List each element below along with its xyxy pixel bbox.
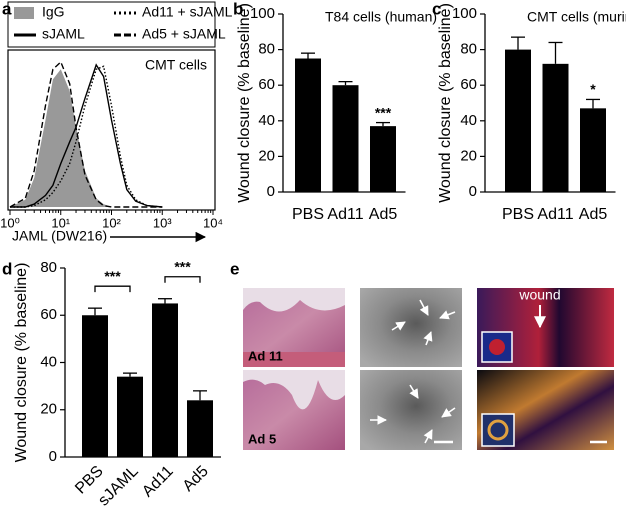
x-tick-label: 10³ bbox=[153, 215, 172, 230]
x-tick-label: 10¹ bbox=[51, 215, 70, 230]
y-tick-label: 80 bbox=[258, 41, 275, 58]
row-label: Ad 11 bbox=[248, 348, 283, 363]
legend-label: Ad5 + sJAML bbox=[142, 26, 226, 42]
arrow bbox=[423, 331, 433, 346]
significance-label: * bbox=[590, 81, 596, 97]
y-tick-label: 20 bbox=[460, 147, 477, 164]
arrow bbox=[423, 429, 433, 444]
legend-swatch bbox=[14, 7, 34, 19]
y-tick-label: 100 bbox=[250, 5, 275, 22]
y-tick-label: 100 bbox=[452, 5, 477, 22]
bar bbox=[332, 85, 359, 192]
brightfield-image bbox=[360, 370, 462, 450]
arrow bbox=[409, 384, 419, 399]
panel-letter: b bbox=[233, 0, 243, 18]
area bbox=[10, 69, 163, 207]
x-tick-label: Ad5 bbox=[180, 463, 212, 495]
panel-letter: c bbox=[432, 0, 441, 18]
y-axis-label: Wound closure (% baseline) bbox=[13, 263, 30, 463]
curve bbox=[10, 63, 163, 208]
y-axis-label: Wound closure (% baseline) bbox=[236, 3, 253, 203]
bar bbox=[295, 58, 321, 192]
x-tick-label: Ad5 bbox=[579, 206, 608, 223]
arrows bbox=[370, 299, 456, 444]
panel-letter: e bbox=[230, 259, 239, 278]
significance-label: *** bbox=[174, 258, 191, 274]
x-axis-label: JAML (DW216) bbox=[12, 228, 107, 244]
arrow bbox=[439, 310, 456, 320]
bar bbox=[82, 315, 108, 457]
legend-label: sJAML bbox=[42, 26, 85, 42]
brightfield-image bbox=[360, 288, 462, 367]
legend-box bbox=[7, 1, 216, 48]
y-tick-label: 60 bbox=[258, 76, 275, 93]
inset bbox=[481, 413, 515, 447]
arrow bbox=[419, 299, 429, 316]
x-tick-label: Ad11 bbox=[537, 206, 573, 223]
y-tick-label: 20 bbox=[40, 401, 57, 418]
chart-title: T84 cells (human) bbox=[325, 9, 437, 25]
x-tick-label: 10⁴ bbox=[203, 215, 223, 230]
legend-label: Ad11 + sJAML bbox=[142, 4, 233, 20]
y-tick-label: 60 bbox=[40, 306, 57, 323]
significance-label: *** bbox=[375, 104, 392, 120]
x-tick-label: Ad5 bbox=[369, 206, 398, 223]
x-tick-label: PBS bbox=[292, 206, 324, 223]
bar bbox=[187, 400, 213, 457]
bar bbox=[152, 303, 178, 457]
significance-bracket bbox=[94, 285, 131, 293]
significance-bracket bbox=[164, 276, 201, 283]
y-tick-label: 40 bbox=[40, 353, 57, 370]
chart-title: CMT cells (murine) bbox=[527, 9, 626, 25]
y-axis-label: Wound closure (% baseline) bbox=[437, 3, 454, 203]
row-label: Ad 5 bbox=[248, 431, 276, 446]
y-tick-label: 0 bbox=[267, 183, 275, 200]
y-tick-label: 80 bbox=[460, 41, 477, 58]
arrow bbox=[441, 407, 456, 418]
bar bbox=[580, 108, 606, 192]
annotation: CMT cells bbox=[145, 57, 207, 73]
y-tick-label: 20 bbox=[258, 147, 275, 164]
curve bbox=[9, 60, 163, 208]
y-tick-label: 0 bbox=[49, 448, 57, 465]
image-detail bbox=[243, 352, 345, 367]
image-detail bbox=[243, 370, 345, 410]
y-tick-label: 40 bbox=[460, 112, 477, 129]
bar bbox=[505, 49, 531, 192]
curve bbox=[10, 65, 163, 208]
x-tick-label: 10⁰ bbox=[0, 215, 20, 230]
arrow bbox=[391, 321, 406, 331]
y-tick-label: 60 bbox=[460, 76, 477, 93]
x-tick-label: 10² bbox=[102, 215, 121, 230]
y-tick-label: 80 bbox=[40, 259, 57, 276]
x-tick-label: Ad11 bbox=[327, 206, 363, 223]
significance-label: *** bbox=[104, 268, 121, 284]
image-detail bbox=[243, 288, 345, 312]
y-tick-label: 0 bbox=[469, 183, 477, 200]
panel-e-images: wound Ad 11 Ad 5 e bbox=[230, 259, 614, 450]
wound-label: wound bbox=[518, 287, 560, 303]
inset-detail bbox=[487, 419, 509, 441]
x-tick-label: Ad11 bbox=[139, 463, 177, 501]
bar bbox=[542, 63, 569, 193]
bar bbox=[370, 126, 396, 192]
panel-letter: d bbox=[2, 259, 12, 278]
legend-label: IgG bbox=[42, 4, 65, 20]
x-tick-label: sJAML bbox=[95, 463, 142, 506]
bar bbox=[117, 376, 143, 457]
inset-detail bbox=[489, 339, 505, 355]
x-tick-label: PBS bbox=[502, 206, 534, 223]
y-tick-label: 40 bbox=[258, 112, 275, 129]
panel-letter: a bbox=[2, 0, 12, 18]
